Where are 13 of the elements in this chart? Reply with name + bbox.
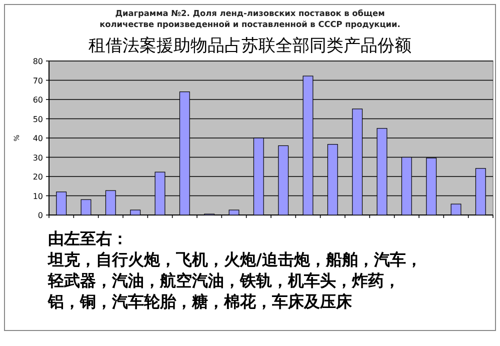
y-tick-label: 20	[32, 172, 43, 182]
chart-subtitle: 租借法案援助物品占苏联全部同类产品份额	[88, 36, 412, 56]
y-tick-label: 70	[32, 76, 43, 86]
y-tick-label: 30	[32, 153, 43, 162]
chart-title: Диаграмма №2. Доля ленд-лизовских поставок в общем количестве произведенной и поставленной в СССР продукции.	[98, 8, 402, 29]
y-tick-label: 10	[32, 192, 43, 201]
y-tick-label: 0	[38, 211, 43, 220]
y-tick-label: 40	[32, 134, 43, 143]
y-tick-label: 50	[32, 114, 43, 124]
y-tick-label: 60	[32, 96, 43, 104]
y-tick-label: 80	[32, 57, 43, 66]
text: 坦克，自行火炮，飞机，火炮/迫击炮，船舶，汽车，轻武器，汽油，航空汽油，铁轨，机车头，炸药，铝，铜，汽车轮胎，糖，棉花，车床及压床	[48, 249, 423, 312]
text: 由左至右：	[48, 228, 129, 249]
